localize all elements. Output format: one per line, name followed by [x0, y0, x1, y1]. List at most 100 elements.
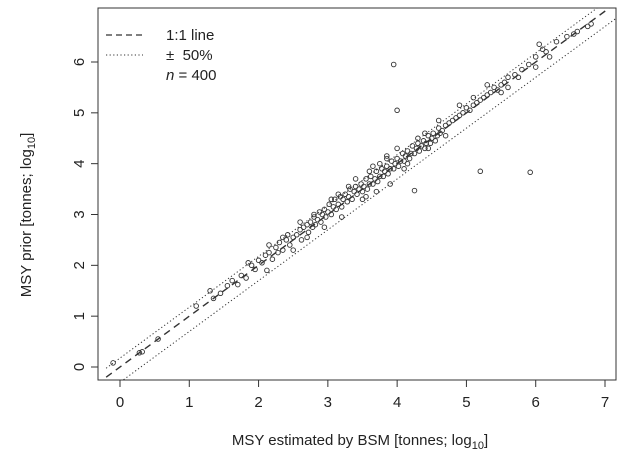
data-point [280, 247, 286, 253]
data-point [318, 219, 324, 225]
data-point-outlier [477, 168, 484, 175]
y-tick-label: 2 [71, 261, 88, 269]
data-point [370, 181, 376, 187]
data-point [505, 74, 511, 81]
y-tick-label: 0 [71, 363, 88, 371]
data-point [238, 272, 245, 279]
data-point [358, 181, 364, 187]
data-point [328, 196, 335, 203]
x-axis: 0 1 2 3 4 5 6 7 [116, 380, 609, 411]
data-point [564, 33, 570, 40]
data-point [373, 168, 380, 175]
data-point [418, 143, 425, 149]
data-point [321, 224, 328, 230]
data-point [498, 82, 504, 88]
y-axis-title-subscript: 10 [26, 137, 38, 149]
data-point-outlier [384, 153, 390, 159]
data-point [361, 183, 367, 190]
data-point [532, 54, 539, 60]
data-point [415, 135, 421, 142]
data-point [266, 242, 272, 248]
data-point [364, 186, 371, 192]
data-point [264, 267, 270, 274]
data-point [304, 234, 310, 241]
data-point [372, 176, 378, 182]
data-point [359, 196, 366, 203]
data-point [328, 211, 335, 218]
data-point [307, 219, 314, 225]
data-point [385, 171, 391, 177]
data-point [532, 64, 539, 70]
x-tick-label: 0 [116, 394, 124, 411]
data-point [439, 127, 445, 134]
data-point [406, 155, 413, 162]
x-tick-label: 4 [393, 394, 401, 411]
data-point [435, 125, 442, 131]
x-tick-label: 5 [462, 394, 470, 411]
legend-n-italic: n [166, 67, 174, 84]
data-point [481, 94, 487, 101]
data-point [207, 288, 213, 294]
data-point [344, 199, 351, 205]
data-point [432, 138, 439, 144]
data-point [347, 186, 353, 192]
data-point [435, 117, 442, 124]
data-point [323, 214, 329, 220]
y-axis-title-main: MSY prior [tonnes; log [18, 149, 35, 297]
data-point [484, 92, 490, 98]
data-point [546, 54, 553, 60]
legend: 1:1 line ± 50% n = 400 [106, 27, 216, 84]
legend-label-1to1: 1:1 line [166, 27, 214, 44]
y-tick-label: 6 [71, 58, 88, 66]
data-point [352, 176, 359, 182]
data-point [519, 66, 525, 73]
data-points [110, 21, 594, 366]
data-point [245, 260, 251, 266]
data-point [491, 84, 497, 91]
data-point [351, 188, 357, 195]
data-point [536, 41, 542, 47]
legend-label-pm50: ± 50% [166, 47, 213, 64]
data-point [335, 201, 342, 208]
data-point [332, 196, 338, 203]
data-point [446, 120, 452, 126]
data-point [354, 191, 360, 197]
data-point [399, 150, 406, 157]
data-point [283, 237, 290, 243]
data-point [430, 130, 436, 136]
data-point [338, 214, 345, 220]
x-tick-label: 7 [601, 394, 609, 411]
data-point [397, 158, 404, 164]
data-point [345, 193, 352, 200]
data-point [377, 173, 383, 180]
data-point-outlier [411, 187, 418, 194]
data-point [349, 196, 355, 203]
data-point [501, 79, 508, 86]
data-point [275, 249, 281, 256]
data-point [456, 112, 463, 119]
data-point [387, 181, 393, 187]
plot-area-frame [97, 7, 617, 381]
data-point [460, 110, 466, 116]
data-point [330, 204, 337, 210]
y-axis: 0 1 2 3 4 5 6 [71, 58, 98, 371]
legend-label-n: n = 400 [166, 67, 216, 84]
data-point [377, 160, 383, 167]
data-point [427, 140, 434, 147]
data-point [359, 188, 366, 195]
data-point [422, 145, 428, 152]
data-point [449, 117, 456, 124]
data-point [335, 191, 342, 197]
data-point [402, 153, 409, 159]
data-point [290, 247, 296, 253]
data-point [422, 130, 428, 136]
data-point [543, 49, 549, 55]
y-axis-title: MSY prior [tonnes; log10] [18, 133, 38, 298]
x-axis-title-end: ] [484, 432, 488, 449]
data-point [571, 31, 577, 37]
data-point [155, 336, 161, 342]
data-point [321, 206, 328, 213]
y-tick-label: 4 [71, 159, 88, 167]
data-point-outlier [527, 169, 533, 176]
data-point [262, 252, 269, 258]
